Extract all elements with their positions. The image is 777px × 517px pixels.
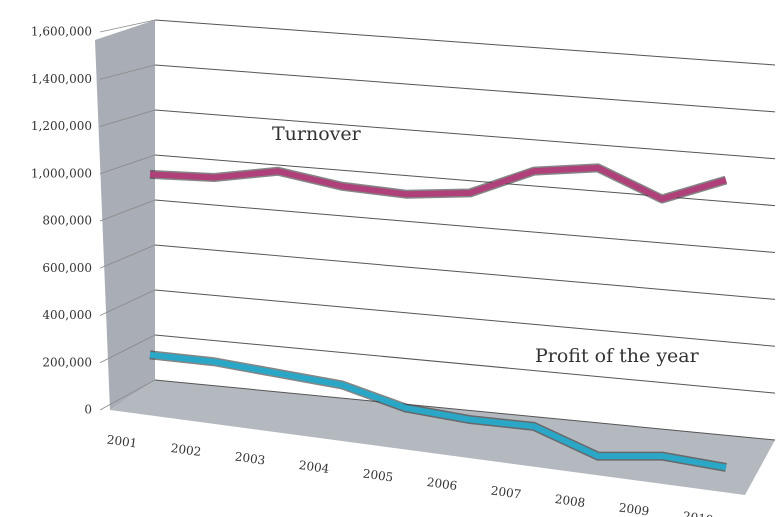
tick-mark bbox=[99, 109, 156, 127]
tick-mark bbox=[99, 379, 156, 411]
x-tick-label: 2005 bbox=[362, 466, 394, 484]
y-tick-label: 1,200,000 bbox=[31, 119, 92, 133]
series-label: Turnover bbox=[272, 123, 362, 145]
grid-line bbox=[154, 379, 776, 441]
grid-line bbox=[154, 19, 776, 66]
y-tick-label: 1,000,000 bbox=[31, 166, 92, 180]
grid-line bbox=[154, 199, 776, 253]
y-tick-label: 1,400,000 bbox=[31, 72, 92, 86]
x-tick-label: 2003 bbox=[234, 449, 266, 467]
y-tick-label: 600,000 bbox=[42, 261, 92, 275]
x-tick-label: 2002 bbox=[170, 441, 202, 459]
x-tick-label: 2007 bbox=[490, 483, 522, 501]
x-tick-label: 2009 bbox=[618, 500, 650, 517]
side-wall bbox=[95, 20, 155, 410]
tick-mark bbox=[99, 289, 156, 316]
tick-mark bbox=[99, 244, 156, 269]
x-tick-label: 2004 bbox=[298, 458, 331, 476]
x-tick-label: 2001 bbox=[106, 432, 138, 450]
grid-line bbox=[154, 289, 776, 347]
line bbox=[149, 164, 727, 202]
grid-line bbox=[154, 334, 776, 394]
x-tick-label: 2008 bbox=[554, 492, 586, 510]
tick-mark bbox=[99, 19, 156, 33]
tick-mark bbox=[99, 64, 156, 80]
grid-line bbox=[154, 154, 776, 207]
y-tick-label: 800,000 bbox=[42, 214, 92, 228]
y-tick-label: 0 bbox=[84, 403, 92, 417]
x-tick-label: 2006 bbox=[426, 475, 458, 493]
grid-line bbox=[154, 244, 776, 300]
grid-line bbox=[154, 109, 776, 160]
line bbox=[149, 351, 727, 471]
y-tick-label: 400,000 bbox=[42, 308, 92, 322]
tick-mark bbox=[99, 154, 156, 175]
tick-mark bbox=[99, 334, 156, 364]
series-label: Profit of the year bbox=[535, 345, 700, 367]
floor bbox=[110, 380, 775, 495]
y-tick-label: 1,600,000 bbox=[31, 25, 92, 39]
y-tick-label: 200,000 bbox=[42, 355, 92, 369]
tick-mark bbox=[99, 199, 156, 222]
grid-line bbox=[154, 64, 776, 113]
x-tick-label: 2010 bbox=[682, 509, 714, 517]
